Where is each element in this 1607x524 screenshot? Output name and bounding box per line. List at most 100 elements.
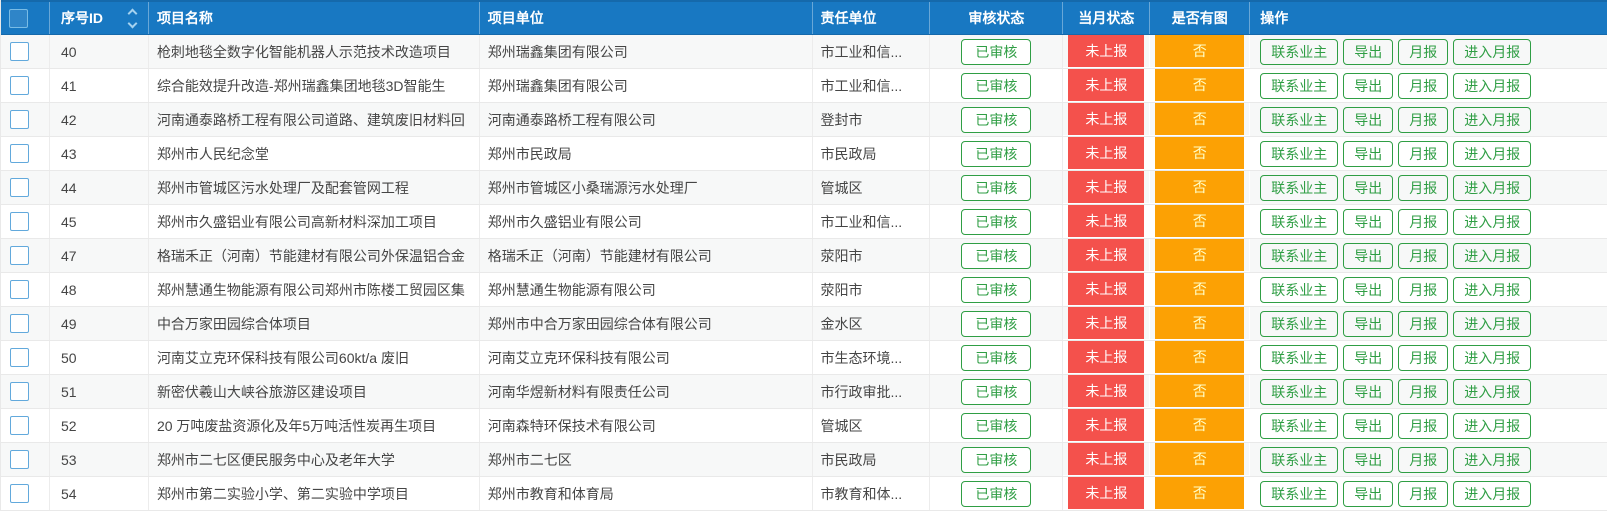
row-checkbox[interactable] [10,348,29,367]
enter-monthly-report-button[interactable]: 进入月报 [1453,242,1532,269]
enter-monthly-report-button[interactable]: 进入月报 [1453,310,1532,337]
contact-owner-button[interactable]: 联系业主 [1260,174,1339,201]
export-button[interactable]: 导出 [1343,310,1394,337]
export-button[interactable]: 导出 [1343,140,1394,167]
project-name: 郑州市久盛铝业有限公司高新材料深加工项目 [149,205,480,238]
contact-owner-button[interactable]: 联系业主 [1260,242,1339,269]
responsible-unit: 市民政局 [813,443,931,476]
row-checkbox[interactable] [10,76,29,95]
operations-cell: 联系业主 导出 月报 进入月报 [1250,35,1607,68]
table-row: 48 郑州慧通生物能源有限公司郑州市陈楼工贸园区集 郑州慧通生物能源有限公司 荥… [1,273,1607,307]
row-checkbox[interactable] [10,484,29,503]
contact-owner-button[interactable]: 联系业主 [1260,106,1339,133]
row-checkbox[interactable] [10,144,29,163]
monthly-report-button[interactable]: 月报 [1398,38,1449,65]
enter-monthly-report-button[interactable]: 进入月报 [1453,208,1532,235]
row-checkbox[interactable] [10,450,29,469]
row-checkbox[interactable] [10,42,29,61]
row-checkbox-cell [1,375,50,408]
project-name: 郑州市管城区污水处理厂及配套管网工程 [149,171,480,204]
operations-cell: 联系业主 导出 月报 进入月报 [1250,375,1607,408]
contact-owner-button[interactable]: 联系业主 [1260,38,1339,65]
export-button[interactable]: 导出 [1343,174,1394,201]
responsible-unit: 荥阳市 [813,273,931,306]
enter-monthly-report-button[interactable]: 进入月报 [1453,378,1532,405]
export-button[interactable]: 导出 [1343,276,1394,303]
table-row: 45 郑州市久盛铝业有限公司高新材料深加工项目 郑州市久盛铝业有限公司 市工业和… [1,205,1607,239]
export-button[interactable]: 导出 [1343,378,1394,405]
row-checkbox[interactable] [10,178,29,197]
audit-status-badge: 已审核 [961,446,1032,473]
monthly-report-button[interactable]: 月报 [1398,242,1449,269]
export-button[interactable]: 导出 [1343,208,1394,235]
contact-owner-button[interactable]: 联系业主 [1260,446,1339,473]
contact-owner-button[interactable]: 联系业主 [1260,140,1339,167]
monthly-report-button[interactable]: 月报 [1398,106,1449,133]
export-button[interactable]: 导出 [1343,106,1394,133]
row-checkbox[interactable] [10,416,29,435]
monthly-report-button[interactable]: 月报 [1398,310,1449,337]
contact-owner-button[interactable]: 联系业主 [1260,72,1339,99]
monthly-report-button[interactable]: 月报 [1398,378,1449,405]
monthly-report-button[interactable]: 月报 [1398,480,1449,507]
row-checkbox-cell [1,239,50,272]
column-header-month-status: 当月状态 [1063,2,1151,34]
contact-owner-button[interactable]: 联系业主 [1260,344,1339,371]
enter-monthly-report-button[interactable]: 进入月报 [1453,480,1532,507]
export-button[interactable]: 导出 [1343,72,1394,99]
row-checkbox[interactable] [10,280,29,299]
row-id: 42 [50,103,149,136]
project-name: 郑州市人民纪念堂 [149,137,480,170]
contact-owner-button[interactable]: 联系业主 [1260,276,1339,303]
monthly-report-button[interactable]: 月报 [1398,72,1449,99]
row-checkbox[interactable] [10,110,29,129]
row-checkbox[interactable] [10,246,29,265]
contact-owner-button[interactable]: 联系业主 [1260,310,1339,337]
contact-owner-button[interactable]: 联系业主 [1260,480,1339,507]
row-checkbox-cell [1,171,50,204]
enter-monthly-report-button[interactable]: 进入月报 [1453,106,1532,133]
row-checkbox[interactable] [10,382,29,401]
export-button[interactable]: 导出 [1343,412,1394,439]
enter-monthly-report-button[interactable]: 进入月报 [1453,276,1532,303]
enter-monthly-report-button[interactable]: 进入月报 [1453,140,1532,167]
monthly-report-button[interactable]: 月报 [1398,276,1449,303]
export-button[interactable]: 导出 [1343,38,1394,65]
row-checkbox[interactable] [10,212,29,231]
table-body: 40 枪刺地毯全数字化智能机器人示范技术改造项目 郑州瑞鑫集团有限公司 市工业和… [1,35,1607,511]
monthly-report-button[interactable]: 月报 [1398,412,1449,439]
sort-icon[interactable] [127,8,138,28]
audit-status-cell: 已审核 [930,443,1064,476]
row-checkbox[interactable] [10,314,29,333]
audit-status-cell: 已审核 [930,273,1064,306]
monthly-report-button[interactable]: 月报 [1398,208,1449,235]
enter-monthly-report-button[interactable]: 进入月报 [1453,38,1532,65]
row-id: 53 [50,443,149,476]
audit-status-badge: 已审核 [961,378,1032,405]
audit-status-cell: 已审核 [930,239,1064,272]
row-checkbox-cell [1,477,50,510]
export-button[interactable]: 导出 [1343,344,1394,371]
enter-monthly-report-button[interactable]: 进入月报 [1453,72,1532,99]
contact-owner-button[interactable]: 联系业主 [1260,208,1339,235]
audit-status-cell: 已审核 [930,103,1064,136]
monthly-report-button[interactable]: 月报 [1398,446,1449,473]
select-all-checkbox[interactable] [9,8,28,28]
project-name: 郑州市第二实验小学、第二实验中学项目 [149,477,480,510]
monthly-report-button[interactable]: 月报 [1398,174,1449,201]
contact-owner-button[interactable]: 联系业主 [1260,412,1339,439]
audit-status-badge: 已审核 [961,344,1032,371]
row-id: 49 [50,307,149,340]
enter-monthly-report-button[interactable]: 进入月报 [1453,446,1532,473]
contact-owner-button[interactable]: 联系业主 [1260,378,1339,405]
enter-monthly-report-button[interactable]: 进入月报 [1453,344,1532,371]
export-button[interactable]: 导出 [1343,480,1394,507]
export-button[interactable]: 导出 [1343,446,1394,473]
row-id: 44 [50,171,149,204]
monthly-report-button[interactable]: 月报 [1398,344,1449,371]
enter-monthly-report-button[interactable]: 进入月报 [1453,412,1532,439]
monthly-report-button[interactable]: 月报 [1398,140,1449,167]
export-button[interactable]: 导出 [1343,242,1394,269]
enter-monthly-report-button[interactable]: 进入月报 [1453,174,1532,201]
project-unit: 格瑞禾正（河南）节能建材有限公司 [480,239,813,272]
